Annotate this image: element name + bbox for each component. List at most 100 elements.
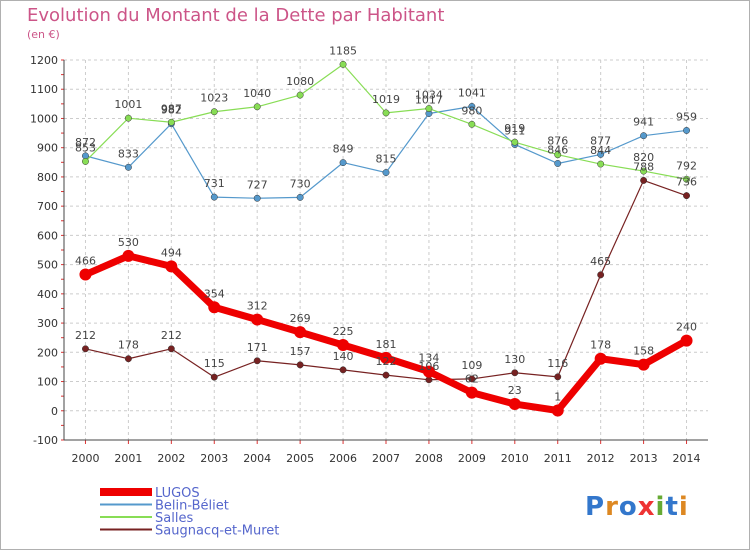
data-label: 158 xyxy=(633,345,654,358)
x-tick-label: 2007 xyxy=(372,452,400,465)
logo-letter: i xyxy=(678,492,689,522)
x-tick-label: 2013 xyxy=(630,452,658,465)
data-label: 980 xyxy=(461,104,482,117)
y-tick-label: 1100 xyxy=(30,83,58,96)
data-point xyxy=(594,352,607,365)
data-label: 122 xyxy=(376,355,397,368)
x-tick-label: 2008 xyxy=(415,452,443,465)
data-point xyxy=(82,345,89,353)
data-label: 106 xyxy=(418,360,439,373)
data-point xyxy=(210,108,218,116)
data-label: 788 xyxy=(633,160,654,173)
data-point xyxy=(296,193,304,201)
data-point xyxy=(508,398,521,411)
data-label: 727 xyxy=(247,178,268,191)
data-point xyxy=(167,118,175,126)
data-label: 844 xyxy=(590,144,611,157)
data-point xyxy=(253,103,261,111)
data-point xyxy=(554,373,562,381)
data-label: 178 xyxy=(118,339,139,352)
logo-letter: o xyxy=(618,492,638,522)
y-tick-label: 100 xyxy=(37,376,58,389)
data-point xyxy=(468,375,476,383)
y-tick-label: 800 xyxy=(37,171,58,184)
x-tick-label: 2000 xyxy=(71,452,99,465)
data-point xyxy=(382,109,390,117)
logo-letter: t xyxy=(665,492,679,522)
data-label: 919 xyxy=(504,122,525,135)
data-point xyxy=(253,357,261,365)
data-point xyxy=(124,114,132,122)
data-label: 987 xyxy=(161,102,182,115)
data-point xyxy=(210,373,218,381)
data-label: 116 xyxy=(547,357,568,370)
data-point xyxy=(680,334,693,347)
data-point xyxy=(468,103,476,110)
data-label: 1041 xyxy=(458,86,486,99)
x-tick-label: 2006 xyxy=(329,452,357,465)
y-tick-label: 500 xyxy=(37,259,58,272)
data-label: 1023 xyxy=(200,92,228,105)
y-tick-label: 1200 xyxy=(30,54,58,67)
data-point xyxy=(554,151,562,159)
y-tick-label: -100 xyxy=(33,434,58,447)
data-point xyxy=(551,404,564,417)
data-label: 157 xyxy=(290,345,311,358)
data-label: 1 xyxy=(554,390,561,403)
data-point xyxy=(597,160,605,168)
x-tick-label: 2003 xyxy=(200,452,228,465)
data-point xyxy=(339,366,347,374)
logo-letter: x xyxy=(637,492,656,522)
data-point xyxy=(640,132,648,140)
data-point xyxy=(511,138,519,146)
data-label: 178 xyxy=(590,339,611,352)
data-label: 212 xyxy=(75,329,96,342)
data-label: 1034 xyxy=(415,89,443,102)
data-point xyxy=(597,150,605,158)
data-label: 1185 xyxy=(329,44,357,57)
legend-label: Salles xyxy=(155,511,193,526)
data-point xyxy=(382,169,390,176)
data-label: 731 xyxy=(204,177,225,190)
data-label: 872 xyxy=(75,136,96,149)
data-label: 530 xyxy=(118,236,139,249)
data-label: 1001 xyxy=(114,98,142,111)
data-point xyxy=(337,339,350,351)
logo-letter: P xyxy=(585,492,606,522)
y-tick-label: 400 xyxy=(37,288,58,301)
data-point xyxy=(79,268,92,281)
data-point xyxy=(167,345,175,353)
data-point xyxy=(640,176,648,184)
data-point xyxy=(683,126,690,134)
data-point xyxy=(296,91,304,99)
data-label: 225 xyxy=(333,325,354,338)
data-point xyxy=(253,194,261,202)
logo-letter: r xyxy=(605,492,619,522)
data-point xyxy=(683,192,690,200)
data-point xyxy=(251,313,264,326)
x-tick-label: 2011 xyxy=(544,452,572,465)
data-label: 466 xyxy=(75,255,96,268)
data-label: 171 xyxy=(247,341,268,354)
data-label: 959 xyxy=(676,110,697,123)
legend-label: Belin-Béliet xyxy=(155,499,229,514)
data-label: 109 xyxy=(461,359,482,372)
legend-label: Saugnacq-et-Muret xyxy=(155,524,279,539)
data-point xyxy=(296,361,304,369)
logo-letter: i xyxy=(655,492,666,522)
y-tick-label: 300 xyxy=(37,317,58,330)
x-tick-label: 2010 xyxy=(501,452,529,465)
data-label: 792 xyxy=(676,159,697,172)
data-label: 849 xyxy=(333,143,354,156)
data-label: 911 xyxy=(504,124,525,137)
data-label: 140 xyxy=(333,350,354,363)
x-tick-label: 2012 xyxy=(587,452,615,465)
data-label: 494 xyxy=(161,246,182,259)
data-label: 833 xyxy=(118,147,139,160)
data-label: 730 xyxy=(290,177,311,190)
data-label: 1080 xyxy=(286,75,314,88)
data-point xyxy=(82,157,89,165)
x-tick-label: 2001 xyxy=(114,452,142,465)
data-label: 115 xyxy=(204,357,225,370)
